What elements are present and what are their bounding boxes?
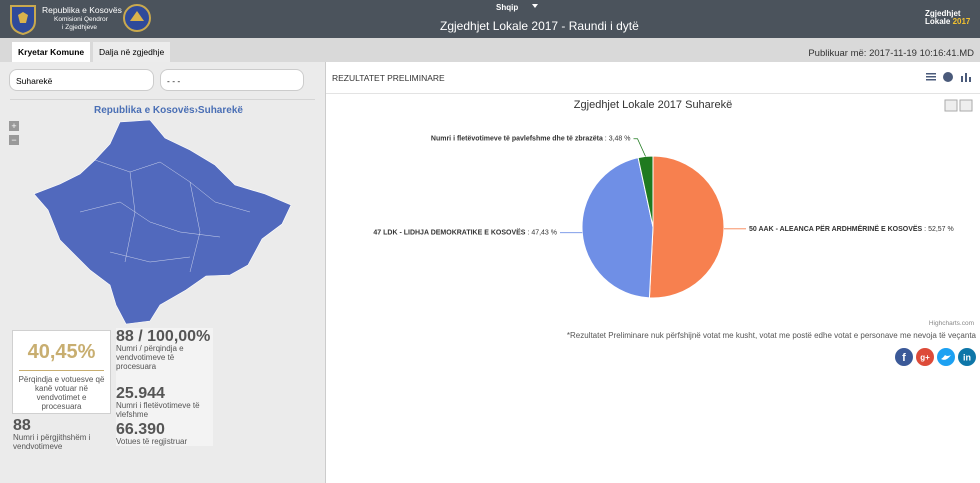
emblem [10, 5, 36, 35]
logo-year: 2017 [952, 17, 971, 26]
stat-value: 66.390 [116, 421, 165, 438]
turnout-box: 40,45% Përqindja e votuesve që kanë votu… [12, 330, 111, 414]
stat: 25.944 Numri i fletëvotimeve të vlefshme [116, 385, 216, 420]
stat-value: 40,45% [27, 341, 96, 363]
map-region[interactable] [33, 119, 292, 325]
label-value: 3,48 % [609, 136, 631, 143]
stat: 88 / 100,00% Numri / përqindja e vendvoti… [116, 328, 216, 372]
linkedin-label: in [963, 352, 971, 362]
label-category: Numri i fletëvotimeve të pavlefshme dhe … [431, 136, 603, 143]
left-panel: Suharekë - - - Republika e Kosovës›Suhar… [0, 62, 326, 483]
bar-icon[interactable] [961, 73, 971, 82]
tab-active[interactable]: Kryetar Komune [12, 42, 91, 62]
page-title: Zgjedhjet Lokale 2017 - Raundi i dytë [440, 19, 639, 33]
stat: 88 Numri i përgjithshëm i vendvotimeve [13, 417, 113, 452]
stat: 66.390 Votues të regjistruar [116, 421, 216, 447]
credits[interactable]: Highcharts.com [928, 320, 974, 327]
label-value: 52,57 % [928, 226, 954, 233]
google-plus-label: g+ [920, 353, 930, 362]
label-category: 47 LDK - LIDHJA DEMOKRATIKE E KOSOVËS [373, 229, 525, 237]
breadcrumb[interactable]: Republika e Kosovës›Suharekë [94, 105, 243, 116]
org-sub: Komisioni Qendror [54, 16, 108, 23]
pie-slice [648, 155, 725, 299]
stat-label: Numri i fletëvotimeve të vlefshme [116, 401, 200, 419]
stat-value: 88 / 100,00% [116, 328, 211, 345]
header: Republika e Kosovës Komisioni Qendror i … [0, 0, 980, 38]
map [33, 119, 292, 325]
stat-label: Përqindja e votuesve që kanë votuar në v… [18, 375, 105, 411]
pie-icon[interactable] [943, 72, 953, 82]
zoom-out[interactable]: − [9, 135, 19, 145]
footnote: *Rezultatet Preliminare nuk përfshijnë v… [566, 331, 976, 340]
label-connector [633, 138, 646, 157]
station-select[interactable]: - - - [160, 69, 304, 91]
label-separator: : [603, 136, 609, 143]
stat-label: Numri i përgjithshëm i vendvotimeve [13, 433, 91, 451]
facebook[interactable] [895, 348, 913, 366]
table-icon[interactable] [926, 73, 936, 81]
logo-text: Zgjedhjet [925, 9, 961, 18]
logo-text: Lokale [925, 17, 951, 26]
election-logo: Zgjedhjet Lokale 2017 [925, 10, 970, 26]
published: Publikuar më: 2017-11-19 10:16:41.MD [808, 48, 974, 59]
caret [532, 4, 538, 8]
org-sub: i Zgjedhjeve [62, 24, 98, 31]
chart-title: Zgjedhjet Lokale 2017 Suharekë [574, 99, 732, 111]
label-category: 50 AAK - ALEANCA PËR ARDHMËRINË E KOSOVË… [749, 225, 923, 233]
data-label: 50 AAK - ALEANCA PËR ARDHMËRINË E KOSOVË… [749, 225, 954, 233]
linkedin[interactable] [958, 348, 976, 366]
data-label: 47 LDK - LIDHJA DEMOKRATIKE E KOSOVËS : … [373, 229, 557, 237]
kqz-logo [123, 4, 151, 32]
tab-bar: Kryetar Komune Dalja në zgjedhje Publiku… [0, 38, 980, 62]
label-value: 47,43 % [531, 230, 557, 237]
municipality-select[interactable]: Suharekë [9, 69, 154, 91]
label-separator: : [525, 230, 531, 237]
facebook-label: f [902, 352, 906, 364]
stat-value: 88 [13, 417, 31, 434]
social-links: f g+ in [895, 348, 976, 366]
zoom-in[interactable]: + [9, 121, 19, 131]
view-icons [926, 72, 971, 82]
stat-value: 25.944 [116, 385, 165, 402]
org-name: Republika e Kosovës [42, 5, 122, 15]
stat-label: Votues të regjistruar [116, 437, 188, 446]
language-select[interactable]: Shqip [496, 3, 519, 12]
google-plus[interactable] [916, 348, 934, 366]
pie-chart: Zgjedhjet Lokale 2017 Suharekë 50 AAK - … [373, 99, 973, 299]
data-label: Numri i fletëvotimeve të pavlefshme dhe … [431, 136, 631, 143]
tab[interactable]: Dalja në zgjedhje [93, 42, 171, 62]
export-buttons[interactable] [944, 99, 973, 112]
results-heading: REZULTATET PRELIMINARE [332, 73, 445, 83]
label-separator: : [922, 226, 928, 233]
stat-label: Numri / përqindja e vendvotimeve të proc… [116, 344, 184, 371]
